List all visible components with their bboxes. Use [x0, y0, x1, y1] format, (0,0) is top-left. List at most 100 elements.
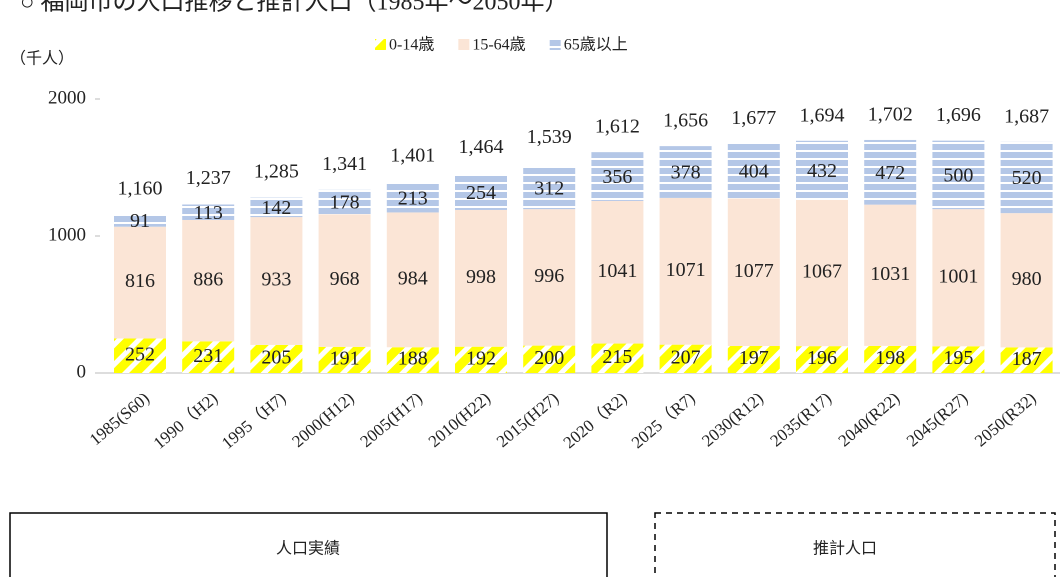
x-tick-label: 2050(R32)	[971, 389, 1040, 451]
bar-segment	[659, 344, 712, 373]
bar-segment	[114, 214, 166, 227]
x-tick-label: 1990（H2)	[150, 389, 222, 453]
total-label: 1,677	[731, 107, 776, 129]
x-tick-label: 1985(S60)	[86, 389, 153, 450]
bar-segment	[727, 198, 780, 347]
x-tick-label: 2025（R7)	[628, 389, 699, 453]
data-label: 252	[125, 343, 155, 365]
data-label: 205	[261, 347, 291, 369]
bar-segment	[1000, 213, 1053, 348]
bar-segment	[386, 347, 439, 373]
data-label: 472	[875, 162, 905, 184]
y-tick-label: 1000	[48, 224, 86, 245]
legend-swatch	[458, 39, 470, 50]
x-tick-label: 2040(R22)	[835, 389, 904, 451]
legend-swatch	[549, 39, 561, 50]
bar-segment	[932, 346, 985, 373]
x-tick-label: 2035(R17)	[766, 389, 835, 451]
total-label: 1,539	[527, 126, 572, 148]
data-label: 1001	[938, 265, 978, 287]
data-label: 984	[398, 267, 428, 289]
bar-segment	[1000, 347, 1053, 373]
bar-segment	[591, 200, 644, 344]
data-label: 356	[602, 166, 632, 188]
annotation: 推計人口	[813, 539, 877, 558]
data-label: 1067	[802, 261, 842, 283]
bar-segment	[318, 189, 371, 215]
data-label: 187	[1012, 348, 1042, 370]
data-label: 933	[261, 269, 291, 291]
data-label: 178	[330, 192, 360, 214]
y-tick-label: 2000	[48, 87, 86, 108]
x-tick-label: 1995（H7)	[218, 389, 290, 453]
total-label: 1,687	[1004, 105, 1049, 127]
data-label: 142	[261, 197, 291, 219]
total-label: 1,285	[254, 161, 299, 183]
data-label: 188	[398, 348, 428, 370]
bar-segment	[182, 341, 235, 373]
legend-label: 15-64歳	[472, 36, 525, 54]
bar-segment	[659, 197, 712, 345]
y-tick-label: 0	[77, 361, 87, 382]
bar-segment	[523, 166, 576, 210]
data-label: 215	[602, 346, 632, 368]
x-tick-label: 2045(R27)	[903, 389, 972, 451]
data-label: 196	[807, 347, 837, 369]
data-label: 378	[671, 162, 701, 184]
data-label: 195	[943, 347, 973, 369]
bar-segment	[659, 146, 712, 198]
data-label: 980	[1012, 268, 1042, 290]
data-label: 192	[466, 347, 496, 369]
data-label: 998	[466, 266, 496, 288]
data-label: 1041	[597, 260, 637, 282]
x-tick-label: 2005(H17)	[357, 389, 426, 452]
bar-segment	[932, 209, 985, 347]
bar-segment	[864, 345, 917, 373]
bar-segment	[591, 152, 644, 201]
data-label: 816	[125, 270, 155, 292]
annotation: 人口実績	[276, 539, 340, 558]
annotation-box	[9, 512, 608, 577]
data-label: 500	[943, 164, 973, 186]
annotation-box	[654, 512, 1056, 577]
legend-swatch	[375, 39, 386, 50]
data-label: 91	[130, 210, 150, 232]
total-label: 1,341	[322, 153, 367, 175]
data-label: 198	[875, 347, 905, 369]
data-label: 254	[466, 182, 496, 204]
legend-label: 65歳以上	[564, 36, 628, 54]
bar-segment	[386, 212, 439, 348]
bar-segment	[455, 209, 507, 347]
bar-segment	[114, 226, 166, 339]
data-label: 312	[534, 177, 564, 199]
total-label: 1,656	[663, 110, 708, 132]
data-label: 968	[330, 268, 360, 290]
bar-segment	[114, 338, 166, 373]
x-tick-label: 2015(H27)	[493, 389, 562, 452]
bar-segment	[250, 344, 303, 373]
bar-segment	[932, 140, 985, 210]
data-label: 200	[534, 347, 564, 369]
data-label: 520	[1012, 167, 1042, 189]
total-label: 1,696	[936, 104, 981, 126]
data-label: 231	[193, 345, 223, 367]
legend-label: 0-14歳	[389, 36, 434, 54]
y-axis-label: （千人）	[10, 50, 74, 68]
data-label: 1031	[870, 263, 910, 285]
bar-segment	[523, 345, 576, 373]
bar-segment	[1000, 141, 1053, 214]
bar-segment	[523, 209, 576, 346]
data-label: 432	[807, 160, 837, 182]
total-label: 1,237	[186, 167, 231, 189]
bar-segment	[796, 199, 848, 347]
x-tick-label: 2020（R2)	[560, 389, 631, 453]
bar-segment	[455, 346, 507, 373]
data-label: 1077	[734, 260, 774, 282]
bar-segment	[250, 197, 303, 218]
data-label: 113	[194, 202, 223, 224]
bar-segment	[727, 346, 780, 373]
data-label: 191	[330, 348, 360, 370]
bar-segment	[864, 139, 917, 205]
bar-segment	[727, 143, 780, 199]
